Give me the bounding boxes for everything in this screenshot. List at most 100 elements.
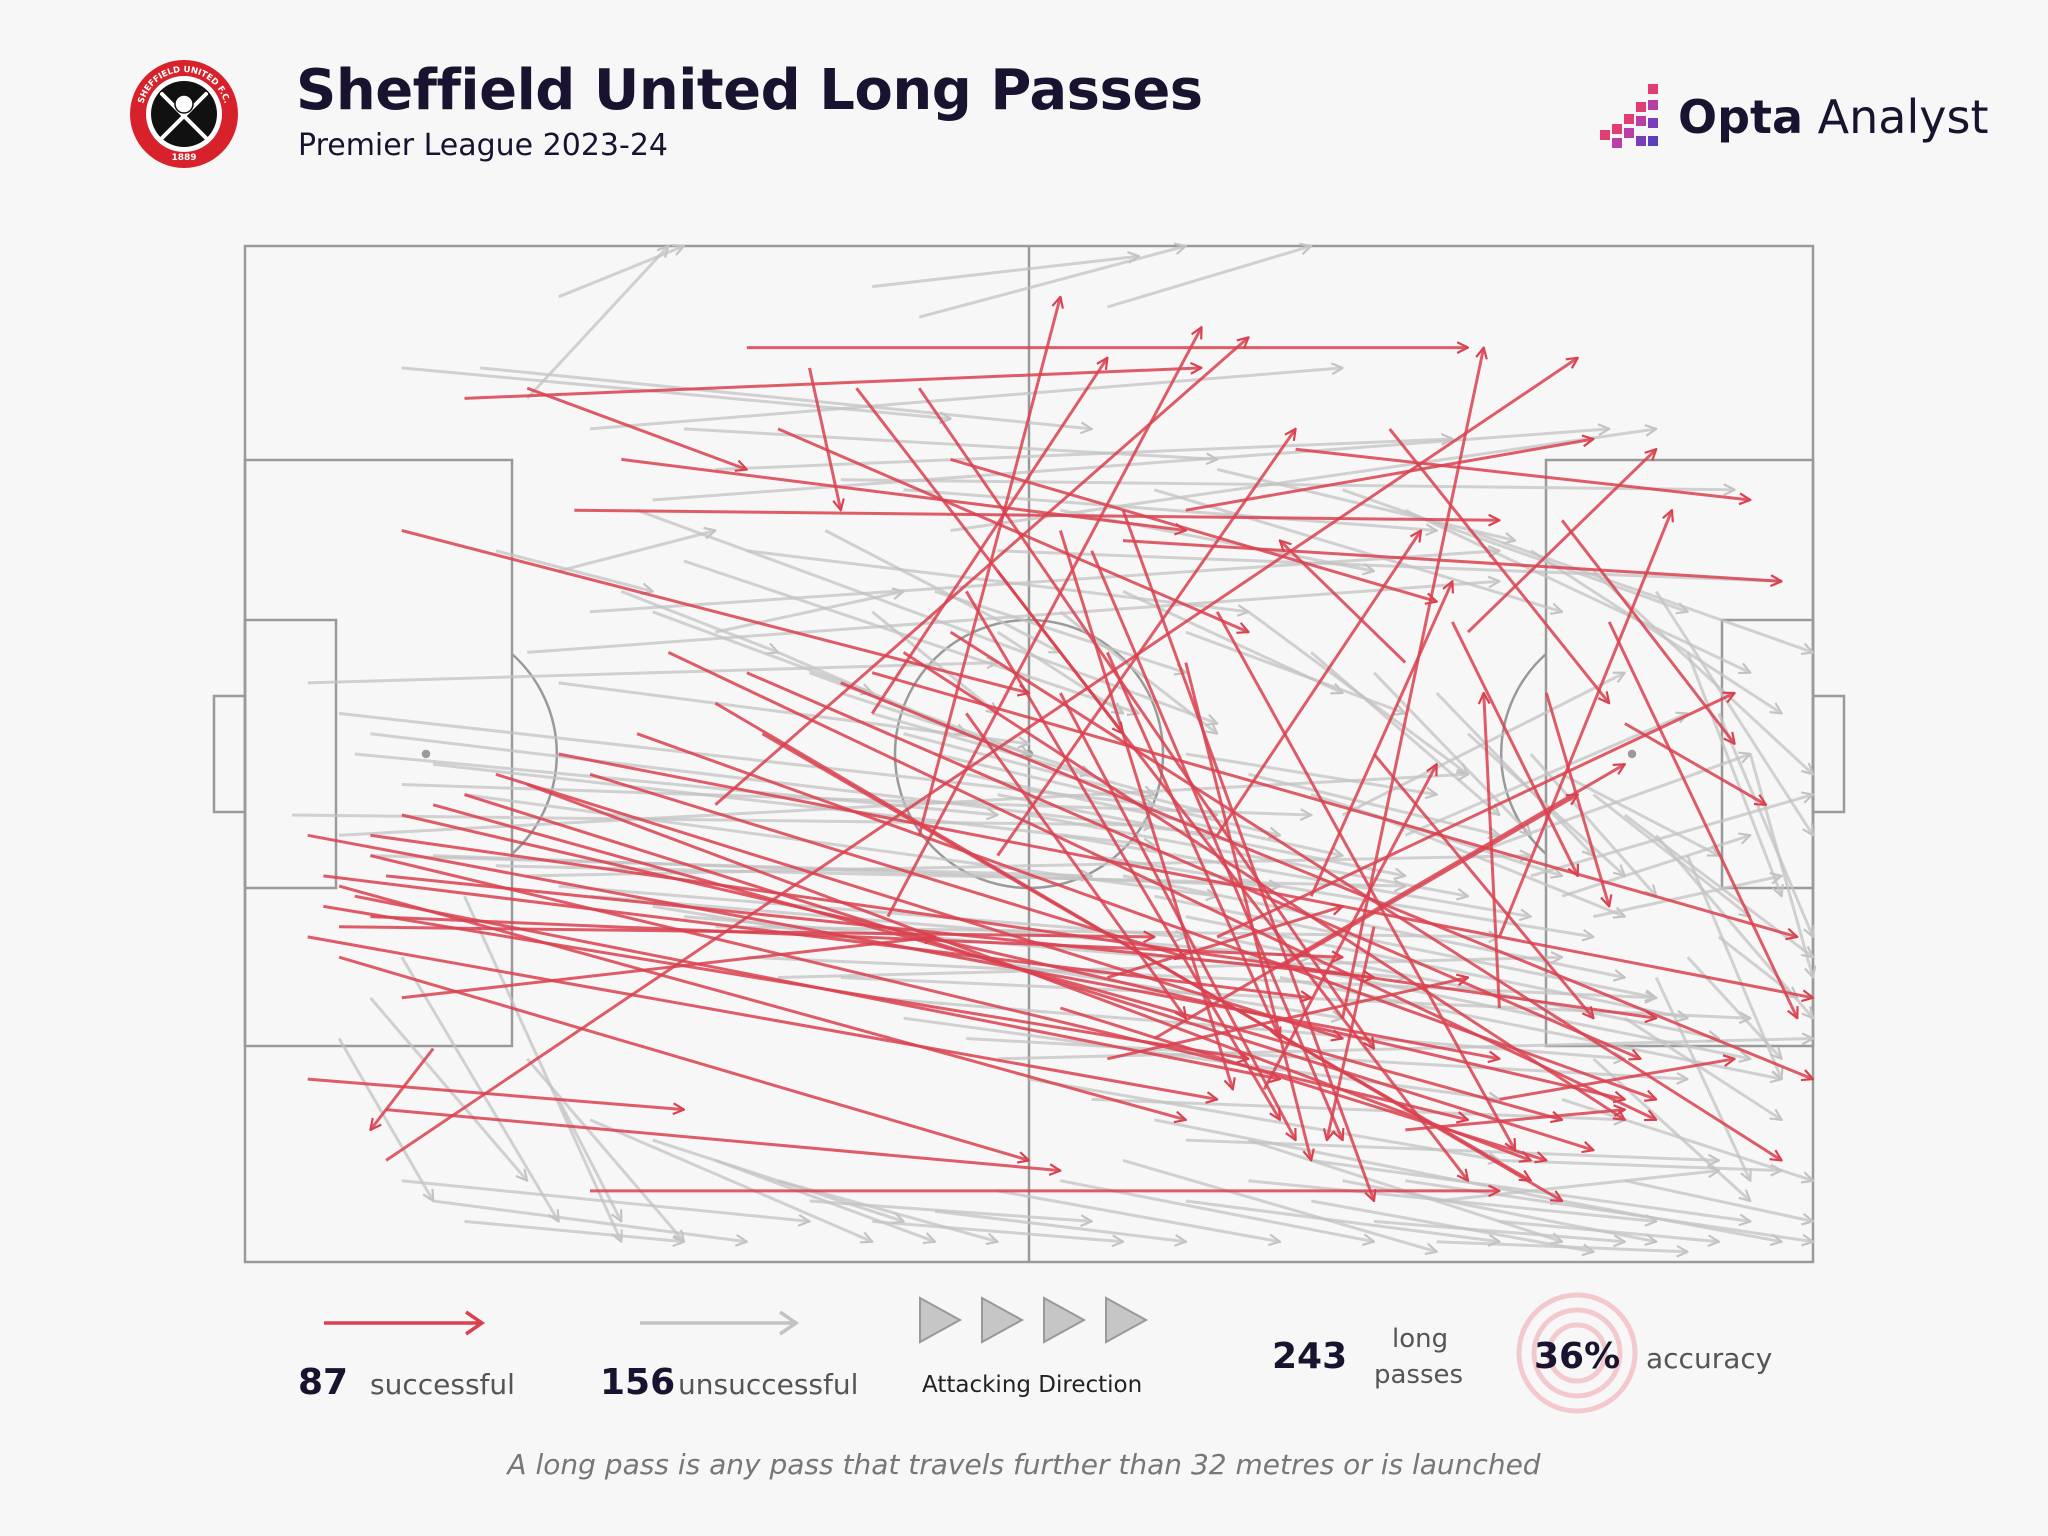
successful-pass-82 xyxy=(1280,541,1407,664)
unsuccessful-pass-7 xyxy=(480,366,1091,429)
unsuccessful-pass-19 xyxy=(824,529,1060,654)
legend: 87 successful 156 unsuccessful Attacking… xyxy=(0,1290,2048,1430)
unsuccessful-pass-48 xyxy=(903,1016,1500,1099)
successful-pass-16 xyxy=(370,854,1468,1120)
unsuccessful-pass-148 xyxy=(1185,752,1437,795)
unsuccessful-count: 156 xyxy=(600,1362,676,1403)
unsuccessful-pass-38 xyxy=(527,856,1531,878)
sheffield-united-crest: SHEFFIELD UNITED F.C. 1889 xyxy=(130,60,238,168)
unsuccessful-pass-2 xyxy=(558,246,684,299)
successful-pass-61 xyxy=(1215,531,1421,837)
successful-pass-78 xyxy=(1560,519,1735,744)
unsuccessful-pass-39 xyxy=(558,884,1186,937)
successful-pass-49 xyxy=(526,386,747,469)
unsuccessful-pass-66 xyxy=(1717,935,1797,998)
accuracy-value: 36% xyxy=(1534,1336,1621,1377)
accuracy-label: accuracy xyxy=(1646,1342,1773,1375)
unsuccessful-pass-4 xyxy=(918,246,1186,319)
successful-pass-67 xyxy=(1216,693,1734,939)
opta-bars-icon xyxy=(1600,84,1658,148)
unsuccessful-pass-145 xyxy=(1686,651,1782,896)
unsuccessful-pass-10 xyxy=(715,439,1452,471)
unsuccessful-pass-64 xyxy=(1654,976,1750,1181)
unsuccessful-pass-110 xyxy=(1467,754,1750,858)
successful-label: successful xyxy=(370,1368,515,1401)
unsuccessful-pass-78 xyxy=(872,1219,1123,1241)
unsuccessful-pass-20 xyxy=(746,549,1249,612)
unsuccessful-pass-142 xyxy=(1529,549,1782,714)
unsuccessful-pass-79 xyxy=(934,1209,1186,1242)
page-subtitle: Premier League 2023-24 xyxy=(298,128,669,163)
successful-passes xyxy=(307,297,1813,1201)
unsuccessful-pass-71 xyxy=(526,1057,684,1242)
successful-pass-68 xyxy=(1279,793,1578,969)
unsuccessful-pass-30 xyxy=(433,762,1154,845)
left-goal xyxy=(212,694,247,814)
successful-pass-69 xyxy=(1498,510,1672,938)
successful-pass-31 xyxy=(840,681,1813,1079)
successful-pass-13 xyxy=(338,884,1186,1120)
successful-pass-33 xyxy=(902,651,1625,1119)
unsuccessful-pass-90 xyxy=(1624,1179,1813,1222)
unsuccessful-pass-88 xyxy=(1499,1219,1719,1241)
unsuccessful-pass-80 xyxy=(997,1189,1280,1242)
unsuccessful-pass-11 xyxy=(652,429,1609,502)
unsuccessful-arrow-icon xyxy=(640,1310,800,1336)
total-passes-label-line2: passes xyxy=(1374,1360,1464,1390)
successful-pass-64 xyxy=(1341,348,1484,1019)
successful-pass-37 xyxy=(1090,550,1343,1140)
unsuccessful-pass-129 xyxy=(1091,854,1594,937)
unsuccessful-pass-92 xyxy=(934,589,1186,672)
successful-pass-62 xyxy=(1309,581,1452,897)
successful-pass-87 xyxy=(1059,1006,1546,1160)
successful-pass-30 xyxy=(746,671,1641,1059)
successful-pass-7 xyxy=(338,955,1029,1160)
unsuccessful-pass-6 xyxy=(401,366,951,419)
unsuccessful-pass-23 xyxy=(589,551,1499,614)
unsuccessful-pass-70 xyxy=(337,1037,435,1202)
unsuccessful-pass-101 xyxy=(1466,732,1625,876)
successful-pass-80 xyxy=(1466,449,1656,634)
page-title: Sheffield United Long Passes xyxy=(296,58,1203,123)
unsuccessful-pass-91 xyxy=(871,610,997,714)
unsuccessful-pass-9 xyxy=(683,427,1217,460)
unsuccessful-pass-14 xyxy=(950,429,1657,532)
successful-pass-46 xyxy=(621,457,1186,530)
successful-pass-55 xyxy=(950,457,1437,601)
unsuccessful-pass-3 xyxy=(872,256,1139,289)
left-six-yard-box xyxy=(243,618,338,890)
unsuccessful-pass-82 xyxy=(1122,1158,1437,1251)
successful-pass-47 xyxy=(574,508,1499,520)
unsuccessful-pass-84 xyxy=(1248,1179,1657,1222)
unsuccessful-pass-1 xyxy=(526,246,668,400)
successful-count: 87 xyxy=(298,1362,349,1403)
successful-arrow-icon xyxy=(324,1310,486,1336)
successful-pass-75 xyxy=(1295,447,1751,500)
unsuccessful-pass-124 xyxy=(934,752,1280,835)
unsuccessful-pass-49 xyxy=(966,1037,1687,1080)
crest-year: 1889 xyxy=(171,153,196,163)
opta-analyst-wordmark: Opta Analyst xyxy=(1678,90,1989,144)
unsuccessful-pass-100 xyxy=(1435,691,1594,856)
successful-pass-52 xyxy=(808,367,841,510)
successful-pass-28 xyxy=(761,732,1530,1182)
unsuccessful-pass-138 xyxy=(464,1219,685,1241)
unsuccessful-pass-40 xyxy=(589,894,1311,957)
unsuccessful-pass-106 xyxy=(1655,834,1813,1018)
successful-pass-2 xyxy=(385,358,1578,1162)
unsuccessful-pass-147 xyxy=(1748,753,1813,978)
total-passes-label-line1: long xyxy=(1392,1324,1449,1354)
footnote: A long pass is any pass that travels fur… xyxy=(507,1448,1541,1481)
unsuccessful-pass-116 xyxy=(620,590,778,652)
successful-pass-38 xyxy=(1058,530,1232,1090)
successful-pass-77 xyxy=(1544,692,1609,906)
unsuccessful-pass-98 xyxy=(1310,651,1499,815)
successful-pass-44 xyxy=(1106,651,1280,1038)
accuracy-rings-icon xyxy=(1516,1292,1638,1414)
unsuccessful-label: unsuccessful xyxy=(678,1368,859,1401)
unsuccessful-pass-103 xyxy=(1561,772,1719,857)
successful-pass-26 xyxy=(558,752,1813,998)
successful-pass-76 xyxy=(1388,427,1610,703)
unsuccessful-pass-89 xyxy=(1561,1199,1782,1242)
unsuccessful-pass-105 xyxy=(1623,813,1813,957)
